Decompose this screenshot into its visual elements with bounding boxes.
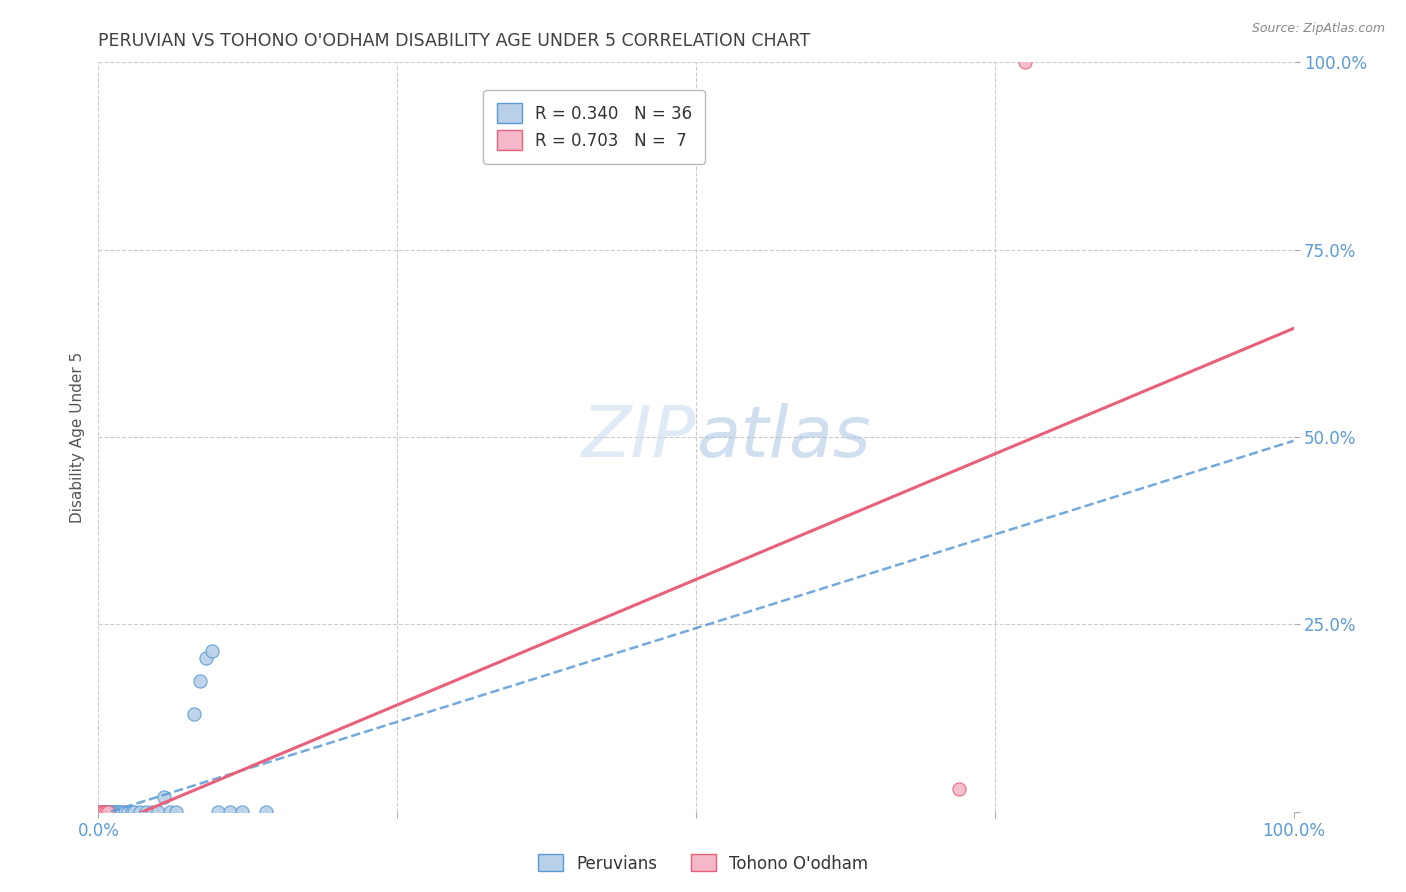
Point	[100, 805, 122, 819]
Point	[101, 805, 124, 819]
Y-axis label: Disability Age Under 5: Disability Age Under 5	[69, 351, 84, 523]
Point	[117, 805, 139, 819]
Point	[201, 643, 224, 657]
Point	[91, 805, 114, 819]
Point	[121, 805, 143, 819]
Point	[108, 805, 131, 819]
Point	[91, 805, 114, 819]
Point	[97, 805, 120, 819]
Point	[141, 805, 163, 819]
Point	[91, 805, 114, 819]
Point	[89, 805, 111, 819]
Point	[111, 805, 134, 819]
Point	[103, 805, 125, 819]
Point	[948, 782, 970, 797]
Point	[124, 805, 146, 819]
Point	[254, 805, 277, 819]
Point	[114, 805, 136, 819]
Text: ZIP: ZIP	[582, 402, 696, 472]
Point	[159, 805, 181, 819]
Point	[219, 805, 242, 819]
Point	[93, 805, 115, 819]
Text: atlas: atlas	[696, 402, 870, 472]
Point	[94, 805, 117, 819]
Point	[90, 805, 112, 819]
Text: PERUVIAN VS TOHONO O'ODHAM DISABILITY AGE UNDER 5 CORRELATION CHART: PERUVIAN VS TOHONO O'ODHAM DISABILITY AG…	[98, 32, 810, 50]
Point	[98, 805, 121, 819]
Point	[105, 805, 128, 819]
Point	[96, 805, 118, 819]
Point	[207, 805, 229, 819]
Point	[165, 805, 187, 819]
Point	[90, 805, 112, 819]
Point	[188, 673, 211, 688]
Point	[1014, 55, 1036, 70]
Point	[129, 805, 152, 819]
Legend: Peruvians, Tohono O'odham: Peruvians, Tohono O'odham	[531, 847, 875, 880]
Point	[94, 805, 117, 819]
Point	[148, 805, 170, 819]
Point	[195, 651, 218, 665]
Point	[93, 805, 115, 819]
Point	[98, 805, 122, 819]
Point	[135, 805, 157, 819]
Point	[183, 707, 205, 722]
Point	[153, 789, 176, 804]
Legend: R = 0.340   N = 36, R = 0.703   N =  7: R = 0.340 N = 36, R = 0.703 N = 7	[484, 89, 706, 163]
Point	[107, 805, 129, 819]
Point	[231, 805, 253, 819]
Text: Source: ZipAtlas.com: Source: ZipAtlas.com	[1251, 22, 1385, 36]
Point	[97, 805, 120, 819]
